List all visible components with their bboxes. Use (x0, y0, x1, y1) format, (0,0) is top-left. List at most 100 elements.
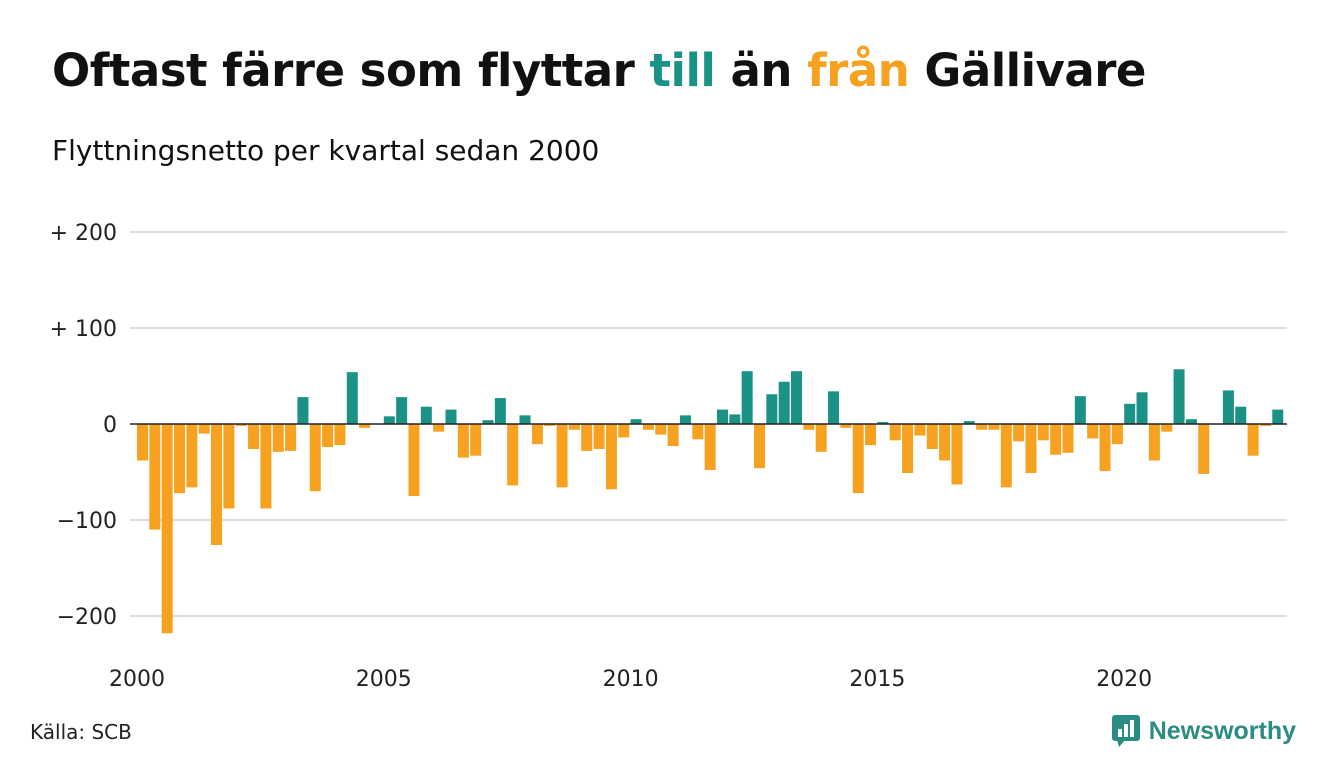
bar (445, 409, 457, 424)
bar (457, 424, 469, 458)
bar (1025, 424, 1037, 473)
bar (803, 424, 815, 430)
bar (988, 424, 1000, 430)
bar (408, 424, 420, 496)
bar (1173, 369, 1185, 424)
bar (1222, 390, 1234, 424)
bar (951, 424, 963, 485)
chart-title: Oftast färre som flyttar till än från Gä… (52, 44, 1146, 97)
bar (1272, 409, 1284, 424)
bar (766, 394, 778, 424)
x-tick-label: 2010 (603, 667, 659, 692)
bar (791, 371, 803, 424)
bar (852, 424, 864, 494)
bar (211, 424, 223, 545)
bar (186, 424, 198, 488)
source-note: Källa: SCB (30, 720, 132, 744)
bar (507, 424, 519, 486)
brand-name: Newsworthy (1148, 716, 1296, 745)
bar (976, 424, 988, 430)
bar (1013, 424, 1025, 442)
bar (815, 424, 827, 452)
bar (161, 424, 173, 634)
y-tick-label: + 200 (50, 221, 117, 246)
bar (939, 424, 951, 461)
bar (556, 424, 568, 488)
bar (902, 424, 914, 473)
bar (963, 421, 975, 424)
bar (568, 424, 580, 430)
bar (667, 424, 679, 447)
bar (1074, 396, 1086, 424)
bar (865, 424, 877, 446)
x-tick-label: 2015 (849, 667, 905, 692)
bar (433, 424, 445, 432)
bar (704, 424, 716, 471)
y-tick-label: −200 (57, 605, 117, 630)
bar (729, 414, 741, 424)
title-highlight-fran: från (807, 44, 910, 97)
y-tick-label: 0 (103, 413, 117, 438)
y-axis-labels: + 200 + 100 0 −100 −200 (50, 221, 117, 630)
bar (346, 372, 358, 424)
bar (877, 422, 889, 424)
bars (137, 369, 1284, 634)
bar (593, 424, 605, 449)
bar (248, 424, 260, 449)
bar (581, 424, 593, 451)
title-part-1: Oftast färre som flyttar (52, 44, 650, 97)
bar (383, 416, 395, 424)
bar (1000, 424, 1012, 488)
bar (889, 424, 901, 441)
bar (519, 415, 531, 424)
bar (1136, 392, 1148, 424)
bar (630, 419, 642, 424)
bar (309, 424, 321, 492)
bar (778, 381, 790, 424)
bar (396, 397, 408, 424)
bar (482, 420, 494, 424)
y-tick-label: −100 (57, 509, 117, 534)
bar (605, 424, 617, 490)
brand-logo: Newsworthy (1111, 714, 1296, 748)
gridlines (130, 231, 1287, 617)
bar (149, 424, 161, 530)
bar (235, 424, 247, 426)
bar (322, 424, 334, 448)
x-tick-label: 2000 (109, 667, 165, 692)
bar (260, 424, 272, 509)
bar (223, 424, 235, 509)
bar (334, 424, 346, 446)
bar (692, 424, 704, 440)
bar (754, 424, 765, 469)
bar (1099, 424, 1111, 472)
bar (914, 424, 926, 436)
bar (359, 424, 371, 428)
bar (642, 424, 654, 430)
title-part-2: än (715, 44, 808, 97)
bar (1259, 424, 1271, 426)
title-part-3: Gällivare (909, 44, 1146, 97)
bar (1161, 424, 1173, 432)
bar (420, 406, 432, 424)
bar (716, 409, 728, 424)
bar (174, 424, 186, 494)
bar (1247, 424, 1259, 456)
bar (272, 424, 284, 452)
bar (544, 424, 556, 426)
bar (840, 424, 852, 428)
x-axis-labels: 2000 2005 2010 2015 2020 (109, 667, 1152, 692)
bar (1185, 419, 1197, 424)
bar (618, 424, 630, 438)
bar (531, 424, 543, 445)
bar (1198, 424, 1210, 474)
x-tick-label: 2020 (1096, 667, 1152, 692)
bar-chart: + 200 + 100 0 −100 −200 2000 2005 2010 2015 2020 (50, 221, 1287, 692)
bar (1148, 424, 1160, 461)
chart-bubble-icon (1111, 715, 1140, 747)
bar (494, 398, 506, 424)
bar (1037, 424, 1049, 441)
bar (297, 397, 309, 424)
bar (1111, 424, 1123, 445)
bar (1124, 403, 1136, 424)
